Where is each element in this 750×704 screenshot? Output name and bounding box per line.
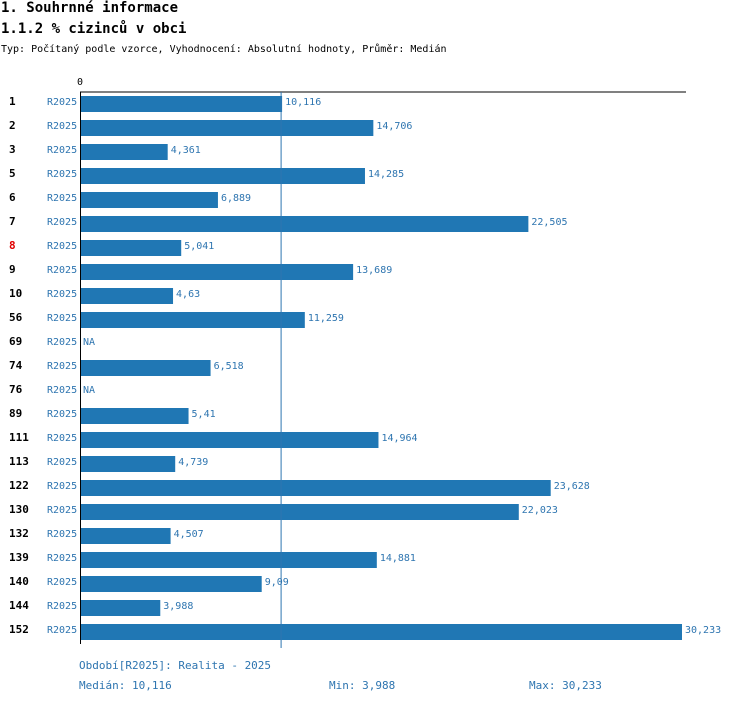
row-label: 7 [9,215,16,228]
bar [81,432,379,448]
value-label: 4,739 [178,457,208,468]
value-label: 4,507 [174,529,204,540]
section-title: 1. Souhrnné informace [1,0,179,16]
row-label: 1 [9,95,16,108]
period-label: R2025 [47,433,77,444]
bar [81,264,354,280]
type-description: Typ: Počítaný podle vzorce, Vyhodnocení:… [1,44,447,55]
row-label: 10 [9,287,22,300]
value-label: 3,988 [163,601,193,612]
value-label: 6,518 [214,361,244,372]
period-label: R2025 [47,601,77,612]
period-label: R2025 [47,97,77,108]
row-label: 6 [9,191,16,204]
max-summary: Max: 30,233 [529,679,602,692]
period-label: R2025 [47,625,77,636]
row-label: 140 [9,575,29,588]
value-label: 4,63 [176,289,200,300]
value-label: 5,041 [184,241,214,252]
bar [81,120,374,136]
value-label: 11,259 [308,313,344,324]
bar-chart: 0 1 R2025 10,116 2 R2025 14,706 3 R2025 4,361 5 R20… [9,77,721,648]
value-label: 14,706 [376,121,412,132]
value-label: NA [83,385,95,396]
bar [81,456,176,472]
row-label: 152 [9,623,29,636]
bar [81,600,161,616]
row-label: 74 [9,359,23,372]
bar [81,240,182,256]
row-label: 3 [9,143,16,156]
bar [81,408,189,424]
row-label: 111 [9,431,29,444]
value-label: 13,689 [356,265,392,276]
value-label: 22,023 [522,505,558,516]
period-label: R2025 [47,505,77,516]
value-label: 14,964 [381,433,417,444]
bar [81,360,211,376]
period-label: R2025 [47,385,77,396]
bar [81,216,529,232]
axis-zero-label: 0 [77,77,83,88]
row-label: 5 [9,167,16,180]
period-label: R2025 [47,145,77,156]
row-label: 89 [9,407,22,420]
bar [81,504,519,520]
period-label: R2025 [47,289,77,300]
period-label: R2025 [47,193,77,204]
bar [81,288,174,304]
value-label: 9,09 [265,577,289,588]
row-label: 69 [9,335,22,348]
bar [81,480,551,496]
period-label: R2025 [47,337,77,348]
period-label: R2025 [47,577,77,588]
bar [81,552,377,568]
value-label: NA [83,337,95,348]
period-note: Období[R2025]: Realita - 2025 [79,659,272,672]
bar [81,576,262,592]
value-label: 14,285 [368,169,404,180]
period-label: R2025 [47,217,77,228]
period-label: R2025 [47,481,77,492]
period-label: R2025 [47,529,77,540]
period-label: R2025 [47,457,77,468]
bar [81,624,682,640]
value-label: 10,116 [285,97,321,108]
row-label: 76 [9,383,23,396]
period-label: R2025 [47,361,77,372]
bar [81,192,218,208]
value-label: 4,361 [171,145,201,156]
row-label: 2 [9,119,16,132]
value-label: 6,889 [221,193,251,204]
value-label: 22,505 [531,217,567,228]
period-label: R2025 [47,169,77,180]
row-label: 113 [9,455,29,468]
row-label: 8 [9,239,16,252]
row-label: 56 [9,311,23,324]
value-label: 5,41 [192,409,216,420]
bar [81,312,305,328]
bar [81,528,171,544]
value-label: 23,628 [554,481,590,492]
bar [81,144,168,160]
period-label: R2025 [47,313,77,324]
indicator-title: 1.1.2 % cizinců v obci [1,21,187,37]
row-label: 130 [9,503,29,516]
median-summary: Medián: 10,116 [79,679,172,692]
period-label: R2025 [47,241,77,252]
row-label: 139 [9,551,29,564]
value-label: 14,881 [380,553,416,564]
period-label: R2025 [47,265,77,276]
bar [81,96,283,112]
period-label: R2025 [47,409,77,420]
min-summary: Min: 3,988 [329,679,396,692]
row-label: 9 [9,263,16,276]
period-label: R2025 [47,121,77,132]
row-label: 144 [9,599,29,612]
row-label: 122 [9,479,29,492]
period-label: R2025 [47,553,77,564]
bar [81,168,365,184]
row-label: 132 [9,527,29,540]
value-label: 30,233 [685,625,721,636]
